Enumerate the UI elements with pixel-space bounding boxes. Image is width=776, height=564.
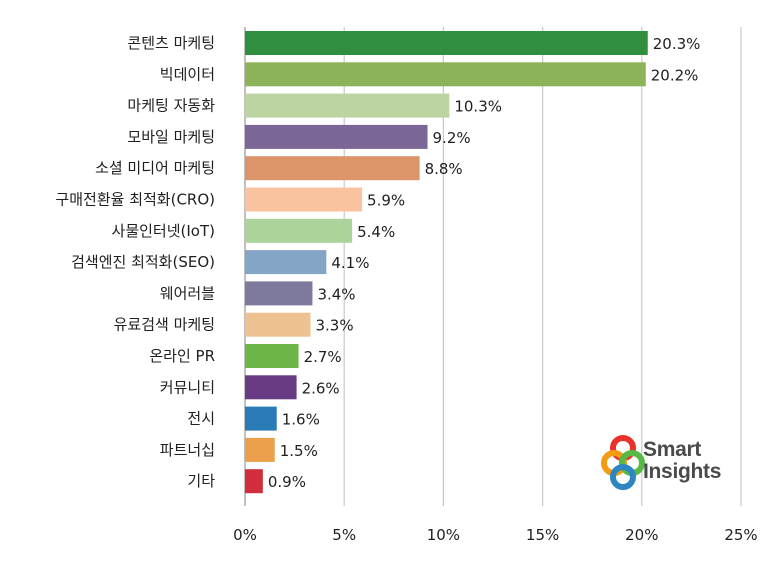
logo-text-line1: Smart	[643, 438, 702, 461]
category-label: 웨어러블	[160, 284, 215, 302]
smart-insights-logo-icon	[601, 435, 645, 490]
bar	[245, 93, 450, 118]
bar	[245, 187, 363, 212]
bar	[245, 156, 420, 181]
category-label: 온라인 PR	[149, 347, 215, 365]
category-label: 모바일 마케팅	[127, 128, 215, 146]
category-label: 마케팅 자동화	[127, 97, 215, 115]
value-label: 5.4%	[357, 223, 395, 241]
category-label: 기타	[187, 472, 215, 490]
bar	[245, 62, 646, 87]
bar	[245, 31, 648, 55]
x-tick-label: 15%	[526, 526, 559, 544]
value-label: 1.5%	[280, 442, 318, 460]
category-label: 사물인터넷(IoT)	[112, 222, 215, 240]
bar	[245, 250, 327, 275]
bar	[245, 406, 277, 431]
category-label: 소셜 미디어 마케팅	[95, 159, 215, 177]
bar	[245, 375, 297, 400]
bar	[245, 218, 353, 243]
value-label: 8.8%	[425, 160, 463, 178]
category-label: 구매전환율 최적화(CRO)	[55, 191, 215, 209]
bar	[245, 281, 313, 306]
value-label: 5.9%	[367, 192, 405, 210]
x-tick-label: 25%	[724, 526, 757, 544]
category-label: 검색엔진 최적화(SEO)	[71, 253, 215, 271]
category-label: 빅데이터	[160, 65, 215, 83]
category-label: 전시	[187, 410, 215, 428]
value-label: 20.3%	[653, 35, 701, 53]
x-tick-label: 20%	[625, 526, 658, 544]
smart-insights-logo: Smart Insights	[597, 428, 747, 498]
bar	[245, 312, 311, 337]
value-label: 1.6%	[282, 411, 320, 429]
value-label: 10.3%	[454, 98, 502, 116]
x-tick-label: 0%	[233, 526, 257, 544]
bar	[245, 437, 275, 462]
value-label: 3.3%	[315, 317, 353, 335]
value-label: 0.9%	[268, 473, 306, 491]
bar	[245, 469, 263, 494]
bar	[245, 124, 428, 149]
x-tick-label: 5%	[332, 526, 356, 544]
category-label: 유료검색 마케팅	[114, 316, 215, 334]
value-label: 4.1%	[331, 254, 369, 272]
bar	[245, 344, 299, 368]
value-label: 3.4%	[317, 285, 355, 303]
category-label: 커뮤니티	[160, 378, 215, 396]
x-tick-label: 10%	[427, 526, 460, 544]
category-label: 파트너십	[160, 441, 215, 459]
value-label: 9.2%	[433, 129, 471, 147]
logo-text-line2: Insights	[643, 460, 722, 483]
value-label: 2.7%	[304, 348, 342, 366]
value-label: 20.2%	[651, 66, 699, 84]
value-label: 2.6%	[302, 379, 340, 397]
category-label: 콘텐츠 마케팅	[127, 34, 215, 52]
